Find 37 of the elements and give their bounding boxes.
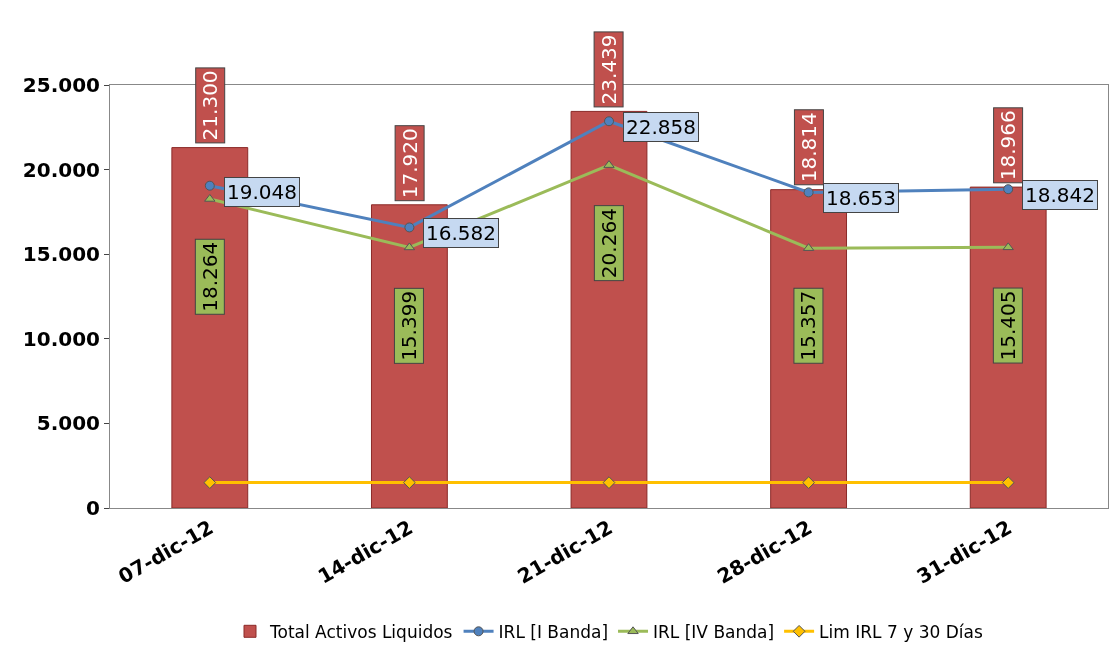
data-label: 21.300 [198, 70, 223, 141]
point [1002, 242, 1014, 251]
data-label: 18.842 [1025, 183, 1095, 207]
data-label: 17.920 [397, 128, 422, 199]
data-label: 16.582 [426, 221, 496, 245]
legend-label: Total Activos Liquidos [269, 621, 453, 642]
point [802, 476, 815, 489]
data-label: 15.357 [796, 290, 821, 361]
point [602, 476, 616, 489]
y-tick-label: 5.000 [36, 411, 100, 436]
y-tick-label: 0 [86, 496, 100, 520]
point [1003, 184, 1014, 195]
y-tick-label: 10.000 [22, 326, 100, 351]
data-label: 20.264 [596, 208, 621, 279]
data-label: 15.399 [396, 290, 421, 361]
data-label: 19.048 [227, 180, 297, 204]
point [604, 116, 614, 127]
data-label: 22.858 [626, 115, 696, 139]
point [403, 476, 416, 489]
point [204, 193, 216, 202]
point [803, 187, 814, 198]
y-tick-label: 20.000 [22, 157, 100, 182]
data-label: 18.814 [796, 112, 821, 183]
data-label: 18.653 [826, 186, 896, 210]
point [204, 180, 215, 191]
y-tick-label: 15.000 [22, 242, 100, 267]
data-label: 18.966 [996, 110, 1021, 181]
point [404, 222, 415, 233]
legend-label: Lim IRL 7 y 30 Días [819, 621, 983, 642]
data-label: 15.405 [995, 290, 1020, 361]
legend-label: IRL [I Banda] [498, 621, 609, 642]
point [1001, 476, 1015, 489]
y-tick-label: 25.000 [22, 73, 100, 97]
data-label: 18.264 [197, 241, 222, 312]
legend-label: IRL [IV Banda] [653, 621, 775, 642]
point [203, 476, 217, 489]
data-label: 23.439 [596, 34, 621, 105]
